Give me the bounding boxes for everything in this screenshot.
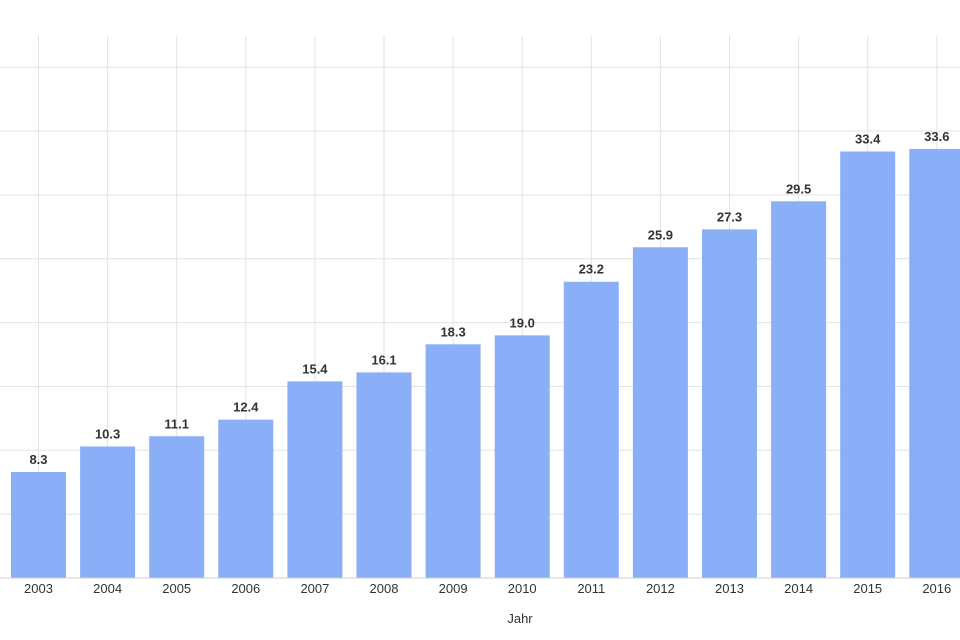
data-label-2016: 33.6 bbox=[924, 129, 949, 144]
data-label-2013: 27.3 bbox=[717, 209, 742, 224]
data-label-2004: 10.3 bbox=[95, 426, 120, 441]
x-tick-label-2004: 2004 bbox=[93, 581, 122, 596]
x-tick-label-2015: 2015 bbox=[853, 581, 882, 596]
data-label-2005: 11.1 bbox=[164, 416, 189, 431]
x-tick-label-2011: 2011 bbox=[577, 581, 605, 596]
data-label-2008: 16.1 bbox=[371, 352, 396, 367]
bar-2009 bbox=[425, 344, 481, 578]
x-axis-title: Jahr bbox=[507, 611, 533, 626]
bars bbox=[11, 148, 960, 579]
x-tick-label-2016: 2016 bbox=[922, 581, 951, 596]
data-label-2009: 18.3 bbox=[440, 324, 465, 339]
value-labels: 8.3 10.3 11.1 12.4 15.4 16.1 18.3 19.0 23.2 25.9 2… bbox=[29, 129, 949, 467]
data-label-2015: 33.4 bbox=[855, 131, 881, 146]
bar-2012 bbox=[632, 247, 688, 578]
data-label-2012: 25.9 bbox=[648, 227, 673, 242]
data-label-2003: 8.3 bbox=[29, 452, 47, 467]
bar-2014 bbox=[771, 201, 827, 578]
x-tick-label-2006: 2006 bbox=[231, 581, 260, 596]
bar-2004 bbox=[80, 446, 136, 578]
bar-2006 bbox=[218, 419, 274, 578]
data-label-2007: 15.4 bbox=[302, 361, 328, 376]
bar-2007 bbox=[287, 381, 343, 578]
x-tick-label-2013: 2013 bbox=[715, 581, 744, 596]
bar-2015 bbox=[840, 151, 896, 578]
bar-2016 bbox=[909, 148, 960, 579]
bar-2013 bbox=[702, 229, 757, 578]
data-label-2011: 23.2 bbox=[579, 262, 604, 277]
bar-2005 bbox=[149, 436, 205, 578]
x-tick-label-2005: 2005 bbox=[162, 581, 191, 596]
data-label-2010: 19.0 bbox=[510, 315, 535, 330]
x-tick-label-2007: 2007 bbox=[300, 581, 329, 596]
x-tick-label-2010: 2010 bbox=[508, 581, 537, 596]
x-tick-label-2009: 2009 bbox=[439, 581, 468, 596]
data-label-2014: 29.5 bbox=[786, 181, 811, 196]
bar-2003 bbox=[11, 472, 66, 578]
data-label-2006: 12.4 bbox=[233, 400, 259, 415]
x-axis-ticks: 2003 2004 2005 2006 2007 2008 2009 2010 2011 2012… bbox=[24, 581, 951, 596]
bar-2008 bbox=[356, 372, 412, 578]
bar-2011 bbox=[563, 281, 619, 578]
x-tick-label-2008: 2008 bbox=[370, 581, 399, 596]
x-tick-label-2012: 2012 bbox=[646, 581, 675, 596]
bar-2010 bbox=[494, 335, 550, 578]
x-tick-label-2003: 2003 bbox=[24, 581, 53, 596]
x-tick-label-2014: 2014 bbox=[784, 581, 813, 596]
